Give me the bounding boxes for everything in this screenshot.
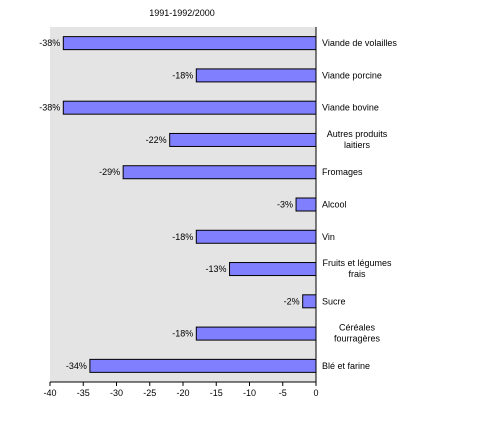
bar [195, 229, 317, 244]
data-label: -34% [66, 361, 87, 371]
x-tick-label: -30 [110, 388, 123, 398]
category-label: Fromages [322, 167, 363, 177]
category-label: Viande porcine [322, 70, 382, 80]
x-tick-label: -20 [176, 388, 189, 398]
bar [89, 358, 317, 373]
x-tick-label: -15 [210, 388, 223, 398]
category-labels: Viande de volailles Viande porcine Viande … [322, 38, 397, 371]
x-tick-label: -5 [279, 388, 287, 398]
x-tick-label: -35 [77, 388, 90, 398]
x-tick-label: 0 [313, 388, 318, 398]
data-label: -3% [277, 200, 293, 210]
category-label: Autres produits laitiers [327, 129, 388, 150]
category-label: Vin [322, 232, 335, 242]
bar [195, 326, 317, 341]
category-label: Blé et farine [322, 361, 370, 371]
chart-title: 1991-1992/2000 [149, 8, 215, 18]
category-label: Alcool [322, 200, 347, 210]
data-label: -38% [39, 103, 60, 113]
bar [229, 262, 317, 277]
category-label: Fruits et légumes frais [322, 258, 392, 279]
x-tick-label: -25 [143, 388, 156, 398]
data-label: -18% [172, 329, 193, 339]
bar [195, 68, 317, 83]
category-label: Céréales fourragères [334, 323, 381, 344]
data-label: -22% [146, 135, 167, 145]
data-label: -18% [172, 232, 193, 242]
data-label: -18% [172, 70, 193, 80]
bar [302, 294, 317, 309]
bar [62, 36, 317, 51]
data-label: -13% [206, 264, 227, 274]
bar [122, 165, 317, 180]
plot-area [50, 27, 316, 382]
data-label: -38% [39, 38, 60, 48]
bars-group: -38% -18% -38% -22% -29% -3% -18% -13% -2% -18% -3… [39, 36, 317, 373]
data-label: -2% [284, 296, 300, 306]
x-tick-label: -10 [243, 388, 256, 398]
bar [295, 197, 317, 212]
data-label: -29% [99, 167, 120, 177]
bar [169, 132, 317, 147]
x-tick-label: -40 [43, 388, 56, 398]
category-label: Viande de volailles [322, 38, 397, 48]
category-label: Viande bovine [322, 103, 379, 113]
category-label: Sucre [322, 296, 346, 306]
x-axis: -40 -35 -30 -25 -20 -15 -10 -5 0 [43, 27, 319, 398]
bar [62, 100, 317, 115]
